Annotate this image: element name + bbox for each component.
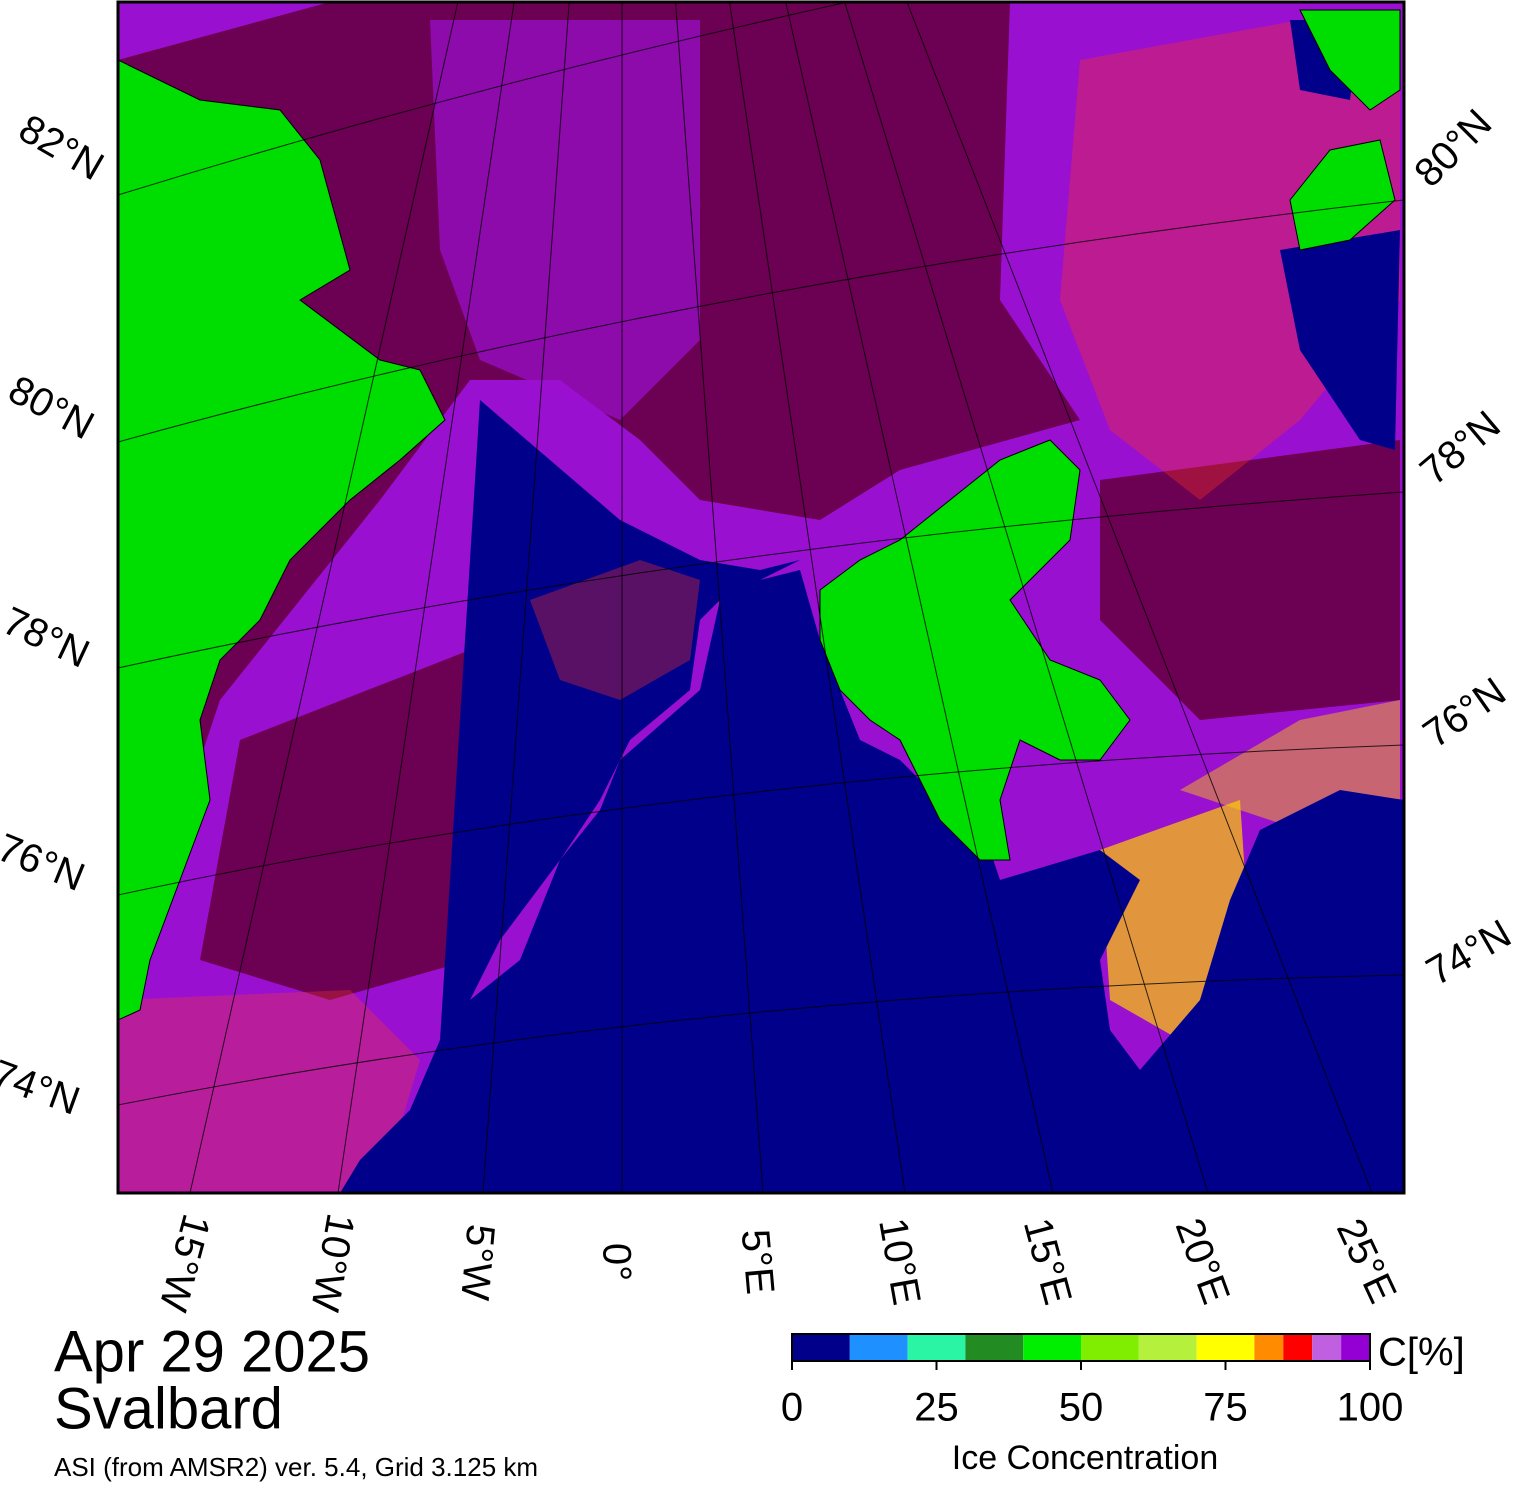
meridian <box>729 2 906 1193</box>
colorbar-segment <box>792 1334 850 1361</box>
colorbar-segment <box>907 1334 966 1361</box>
colorbar-unit: C[%] <box>1378 1331 1465 1375</box>
colorbar-tick-label: 100 <box>1337 1386 1404 1430</box>
meridian <box>906 2 1373 1193</box>
lat-label: 74°N <box>0 1052 85 1124</box>
colorbar-segment <box>1023 1334 1081 1361</box>
lon-label: 15°W <box>150 1209 218 1316</box>
lon-label: 15°E <box>1015 1214 1080 1310</box>
marginal-ice <box>530 560 700 700</box>
lat-label: 80°N <box>1 367 101 448</box>
colorbar-tick-label: 0 <box>781 1386 803 1430</box>
parallel <box>118 744 1404 896</box>
parallel <box>118 491 1404 669</box>
lat-label: 76°N <box>1415 669 1513 756</box>
lon-label: 0° <box>594 1243 638 1281</box>
colorbar-title: Ice Concentration <box>952 1439 1219 1477</box>
map-frame <box>116 0 1406 1195</box>
graticule <box>118 2 1404 1193</box>
meridian <box>675 2 764 1193</box>
parallel <box>118 2 851 196</box>
meridian <box>844 2 1209 1193</box>
colorbar-tick-label: 25 <box>914 1386 959 1430</box>
region: Svalbard <box>54 1376 283 1441</box>
colorbar-segment <box>1138 1334 1197 1361</box>
greenland <box>118 59 446 1021</box>
dense-ice <box>200 650 470 1000</box>
lat-label: 78°N <box>1412 403 1509 494</box>
colorbar-tick-label: 75 <box>1203 1386 1248 1430</box>
meridian <box>337 2 515 1193</box>
kvitoya <box>1289 139 1396 251</box>
colorbar-tick-label: 50 <box>1059 1386 1104 1430</box>
colorbar-segment <box>1254 1334 1284 1361</box>
lon-label: 10°W <box>302 1210 362 1315</box>
open-water <box>340 400 1404 1193</box>
lat-label: 76°N <box>0 826 91 900</box>
lat-label: 82°N <box>12 106 111 189</box>
dense-ice <box>118 2 1080 950</box>
colorbar-segment <box>1312 1334 1342 1361</box>
colorbar-segment <box>1341 1334 1370 1361</box>
lat-label: 80°N <box>1406 101 1500 195</box>
colorbar: 0 25 50 75 100 <box>781 1333 1404 1430</box>
lat-label: 74°N <box>1419 911 1518 994</box>
lon-label: 10°E <box>870 1215 928 1308</box>
meridian <box>785 2 1054 1193</box>
parallel <box>118 974 1404 1106</box>
marginal-ice <box>1060 20 1400 500</box>
colorbar-segment <box>1081 1334 1139 1361</box>
meridian <box>482 2 570 1193</box>
colorbar-segment <box>965 1334 1024 1361</box>
lon-label: 25°E <box>1328 1212 1405 1310</box>
svalbard <box>819 439 1131 861</box>
lat-label: 78°N <box>0 599 96 677</box>
meridian <box>189 2 459 1193</box>
lon-label: 20°E <box>1167 1213 1238 1310</box>
open-water <box>1280 230 1400 450</box>
lon-label: 5°E <box>733 1228 782 1297</box>
source: ASI (from AMSR2) ver. 5.4, Grid 3.125 km <box>54 1452 538 1482</box>
date: Apr 29 2025 <box>54 1319 370 1384</box>
colorbar-segment <box>849 1334 908 1361</box>
parallel <box>118 199 1404 443</box>
lon-label: 5°W <box>452 1222 502 1302</box>
colorbar-segment <box>1196 1334 1255 1361</box>
franz-josef-land <box>1299 9 1401 111</box>
ice-map <box>118 2 1404 1193</box>
marginal-ice <box>118 990 420 1193</box>
colorbar-segment <box>1283 1334 1313 1361</box>
